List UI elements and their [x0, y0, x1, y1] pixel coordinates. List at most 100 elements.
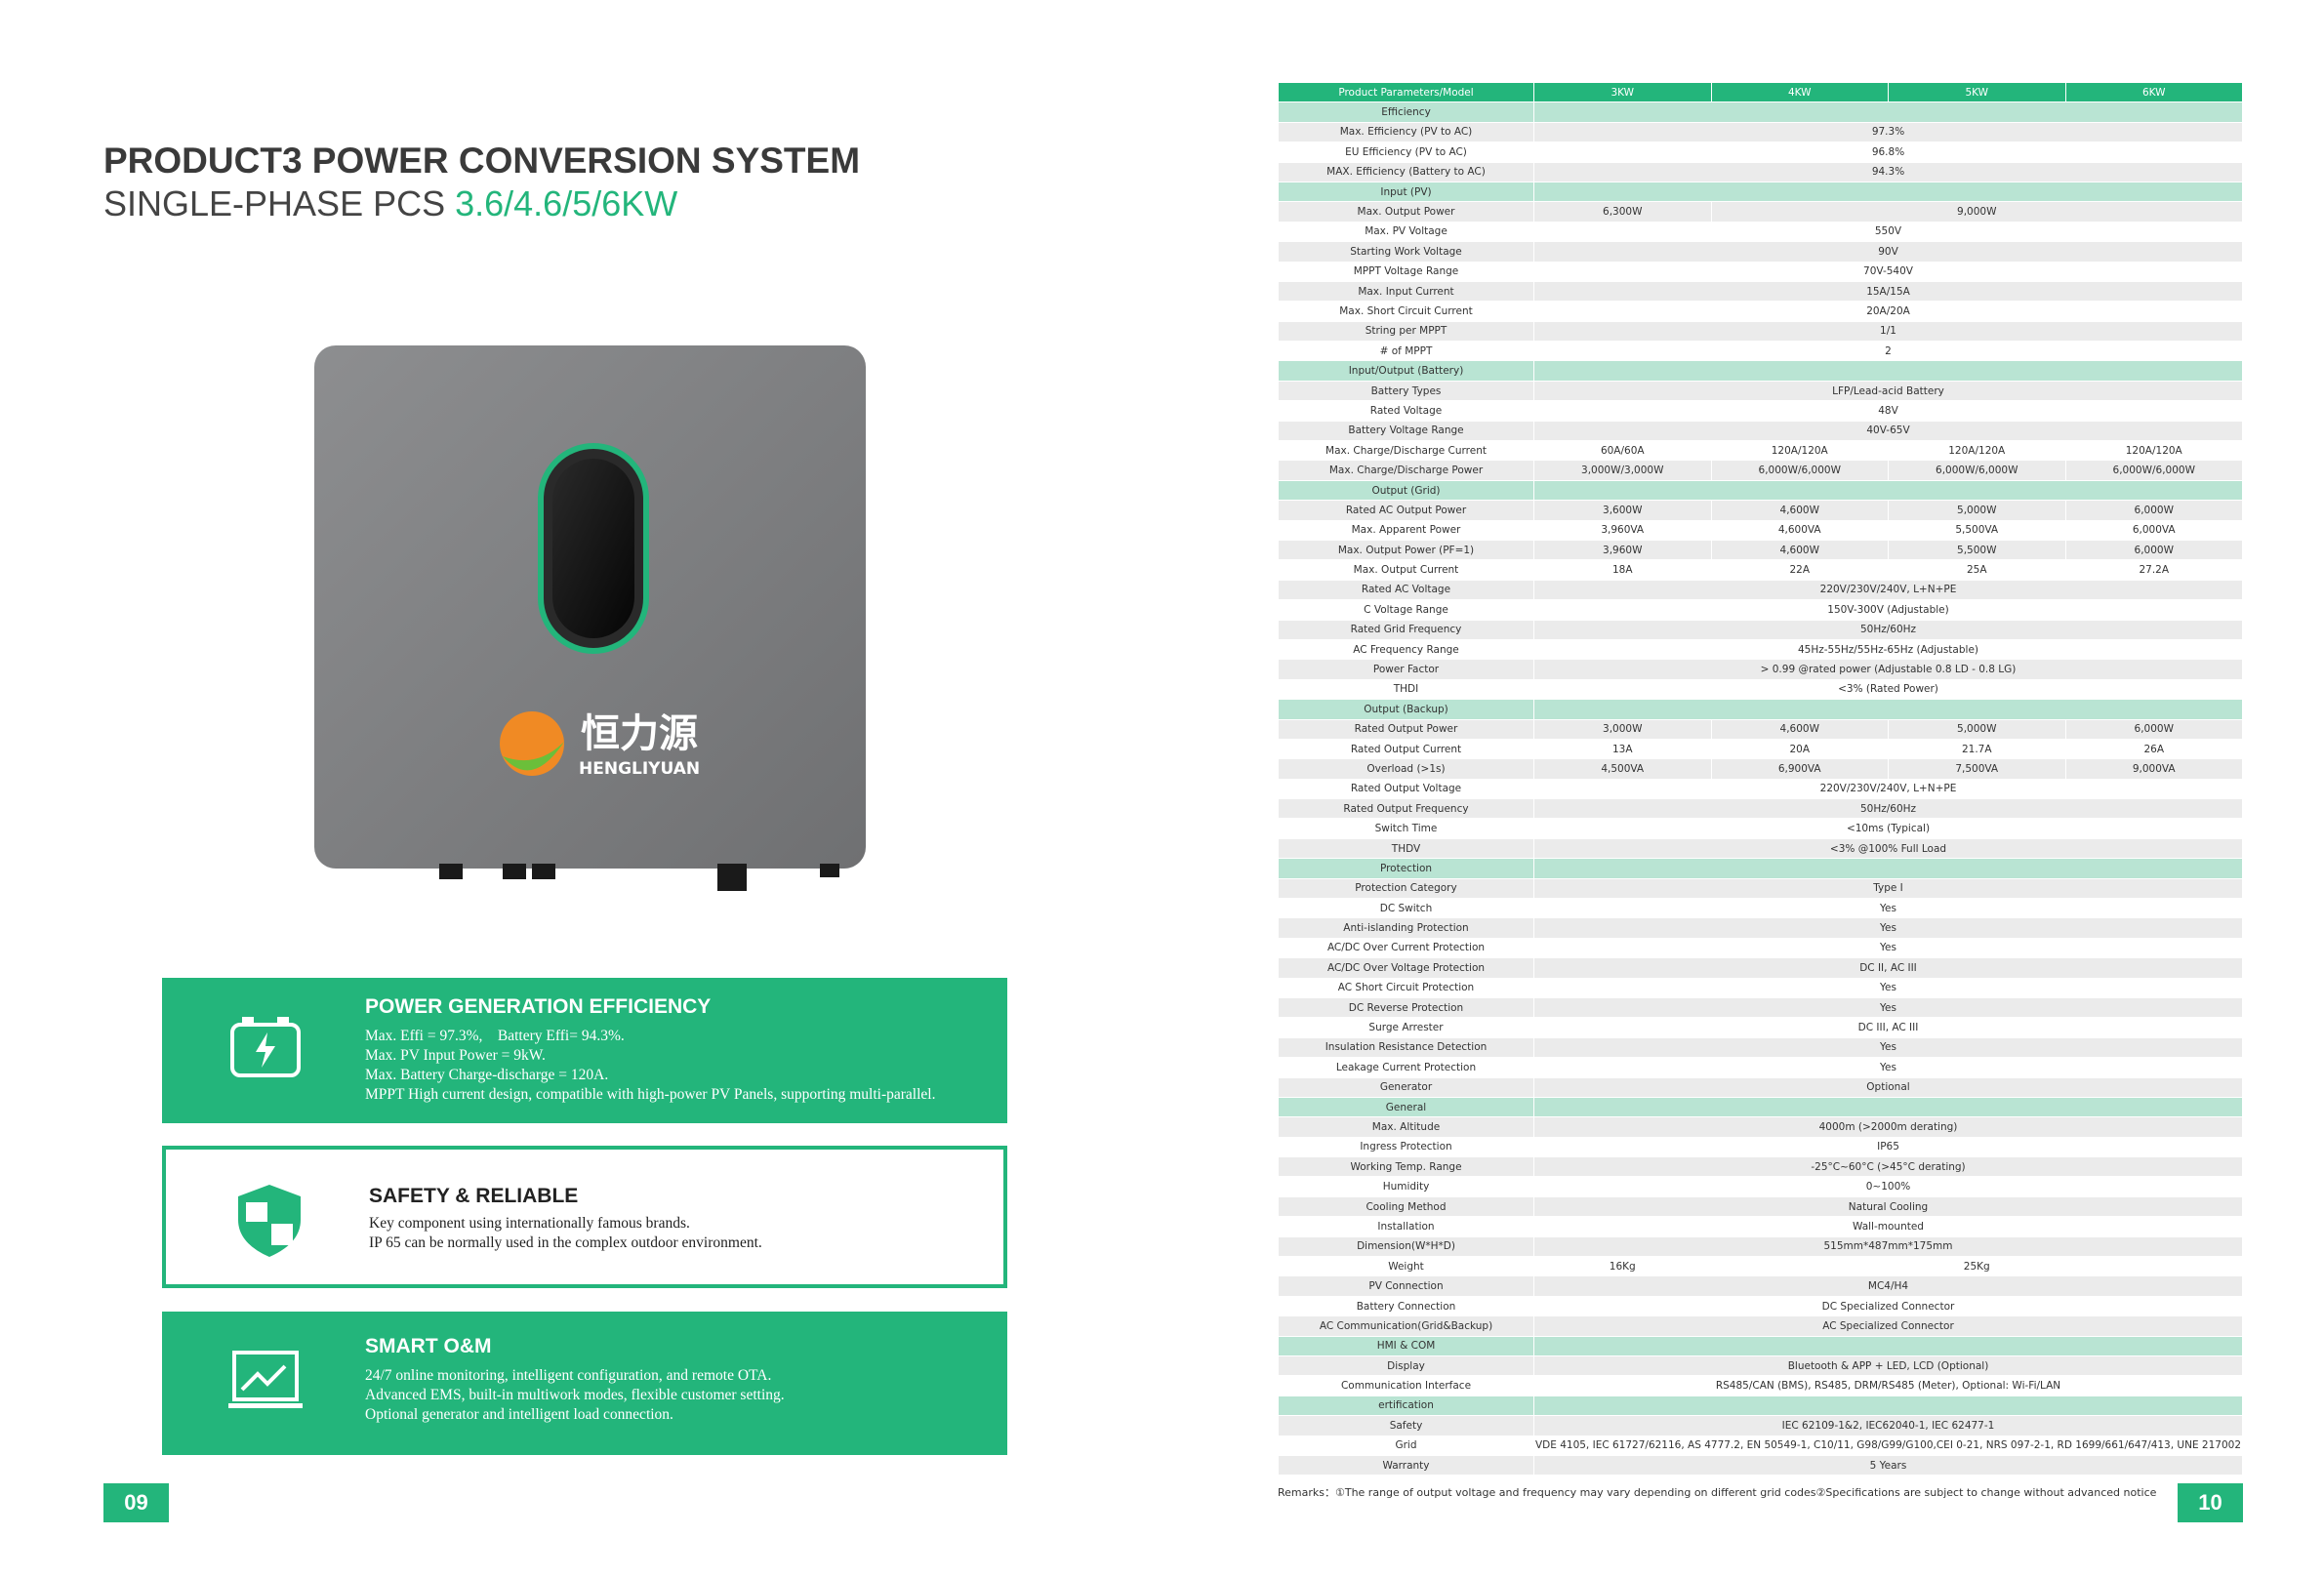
section-row: HMI & COM [1278, 1335, 2243, 1357]
section-row: ertification [1278, 1395, 2243, 1417]
row-label: Max. PV Voltage [1278, 221, 1534, 243]
table-row: Battery Connection DC Specialized Connect… [1278, 1295, 2243, 1317]
row-value: 9,000W [1710, 201, 2243, 222]
table-row: Surge Arrester DC III, AC III [1278, 1017, 2243, 1038]
section-label: Output (Grid) [1278, 479, 1534, 502]
feature-title: POWER GENERATION EFFICIENCY [365, 995, 712, 1018]
table-row: Starting Work Voltage 90V [1278, 241, 2243, 263]
row-label: Max. Apparent Power [1278, 519, 1534, 541]
row-label: String per MPPT [1278, 320, 1534, 343]
row-label: Max. Charge/Discharge Power [1278, 460, 1534, 481]
row-value: 3,960W [1533, 539, 1712, 561]
section-fill [1533, 699, 2243, 720]
table-row: Max. Output Power 6,300W 9,000W [1278, 201, 2243, 222]
table-row: AC Communication(Grid&Backup) AC Speciali… [1278, 1315, 2243, 1337]
row-value: 220V/230V/240V, L+N+PE [1533, 579, 2243, 601]
section-label: Efficiency [1278, 101, 1534, 123]
table-row: Rated Grid Frequency 50Hz/60Hz [1278, 619, 2243, 640]
row-value: 70V-540V [1533, 261, 2243, 282]
row-value: 4,600W [1710, 500, 1889, 521]
section-row: Efficiency [1278, 101, 2243, 123]
row-label: Rated Output Current [1278, 738, 1534, 760]
row-value: 6,300W [1533, 201, 1712, 222]
section-label: Output (Backup) [1278, 699, 1534, 720]
section-label: ertification [1278, 1395, 1534, 1417]
row-value: <3% (Rated Power) [1533, 678, 2243, 701]
row-value: 3,000W/3,000W [1533, 460, 1712, 481]
row-value: DC Specialized Connector [1533, 1295, 2243, 1317]
row-value: 20A/20A [1533, 301, 2243, 322]
row-value: 220V/230V/240V, L+N+PE [1533, 778, 2243, 800]
logo-en: HENGLIYUAN [579, 759, 700, 779]
subtitle: SINGLE-PHASE PCS 3.6/4.6/5/6KW [103, 183, 677, 224]
row-value: 5,000W [1888, 718, 2066, 740]
icon [230, 1017, 301, 1077]
table-row: Installation Wall-mounted [1278, 1216, 2243, 1237]
row-label: Humidity [1278, 1176, 1534, 1197]
row-value: 0~100% [1533, 1176, 2243, 1197]
table-row: Max. Efficiency (PV to AC) 97.3% [1278, 121, 2243, 143]
row-value: 45Hz-55Hz/55Hz-65Hz (Adjustable) [1533, 638, 2243, 661]
row-label: Display [1278, 1355, 1534, 1377]
table-row: MPPT Voltage Range 70V-540V [1278, 261, 2243, 282]
table-row: Battery Voltage Range 40V-65V [1278, 420, 2243, 442]
section-fill [1533, 360, 2243, 382]
row-label: Rated AC Voltage [1278, 579, 1534, 601]
row-label: EU Efficiency (PV to AC) [1278, 142, 1534, 163]
table-row: Warranty 5 Years [1278, 1454, 2243, 1476]
feature-lines: Key component using internationally famo… [369, 1214, 762, 1253]
row-value: AC Specialized Connector [1533, 1315, 2243, 1337]
row-value: LFP/Lead-acid Battery [1533, 380, 2243, 402]
row-label: Dimension(W*H*D) [1278, 1235, 1534, 1258]
row-label: Overload (>1s) [1278, 758, 1534, 780]
row-value: Natural Cooling [1533, 1195, 2243, 1218]
row-label: MAX. Efficiency (Battery to AC) [1278, 161, 1534, 182]
spec-table: Product Parameters/Model 3KW 4KW 5KW 6KW Effi… [1278, 81, 2243, 1476]
row-label: Insulation Resistance Detection [1278, 1036, 1534, 1059]
row-value: 4,600W [1710, 718, 1889, 740]
row-label: THDV [1278, 837, 1534, 860]
row-value: 9,000VA [2064, 758, 2243, 780]
row-label: Battery Connection [1278, 1295, 1534, 1317]
table-row: Working Temp. Range -25°C~60°C (>45°C der… [1278, 1156, 2243, 1178]
row-label: Rated Voltage [1278, 400, 1534, 422]
feature-line: MPPT High current design, compatible wit… [365, 1086, 936, 1103]
row-label: Max. Output Current [1278, 559, 1534, 581]
row-value: 21.7A [1888, 738, 2066, 760]
row-label: Power Factor [1278, 659, 1534, 680]
row-value: VDE 4105, IEC 61727/62116, AS 4777.2, EN… [1533, 1435, 2243, 1456]
row-label: DC Switch [1278, 898, 1534, 919]
row-value: 120A/120A [1888, 440, 2066, 462]
feature-line: Max. Effi = 97.3%, Battery Effi= 94.3%. [365, 1028, 625, 1044]
table-row: Communication Interface RS485/CAN (BMS), … [1278, 1375, 2243, 1396]
page-number: 09 [103, 1483, 169, 1522]
row-label: Surge Arrester [1278, 1017, 1534, 1038]
table-row: Max. Altitude 4000m (>2000m derating) [1278, 1116, 2243, 1138]
header-cell: Product Parameters/Model [1278, 81, 1534, 103]
row-label: DC Reverse Protection [1278, 996, 1534, 1019]
row-label: Safety [1278, 1415, 1534, 1436]
row-value: 97.3% [1533, 121, 2243, 143]
table-row: Display Bluetooth & APP + LED, LCD (Optio… [1278, 1355, 2243, 1377]
row-value: 94.3% [1533, 161, 2243, 182]
row-value: 50Hz/60Hz [1533, 619, 2243, 640]
row-label: AC Short Circuit Protection [1278, 977, 1534, 998]
row-value: 3,960VA [1533, 519, 1712, 541]
row-value: Type I [1533, 877, 2243, 900]
row-value: 26A [2064, 738, 2243, 760]
row-value: 550V [1533, 221, 2243, 243]
table-row: Rated Output Frequency 50Hz/60Hz [1278, 798, 2243, 820]
header-cell: 6KW [2064, 81, 2243, 103]
row-value: Yes [1533, 898, 2243, 919]
table-row: Max. Input Current 15A/15A [1278, 280, 2243, 303]
section-row: Output (Grid) [1278, 479, 2243, 502]
row-value: 50Hz/60Hz [1533, 798, 2243, 820]
section-row: Input (PV) [1278, 181, 2243, 203]
row-label: AC Frequency Range [1278, 638, 1534, 661]
row-label: Rated Grid Frequency [1278, 619, 1534, 640]
row-value: Yes [1533, 1036, 2243, 1059]
row-value: 3,000W [1533, 718, 1712, 740]
row-value: MC4/H4 [1533, 1275, 2243, 1297]
feature-line: Max. PV Input Power = 9kW. [365, 1047, 546, 1064]
row-value: 90V [1533, 241, 2243, 263]
